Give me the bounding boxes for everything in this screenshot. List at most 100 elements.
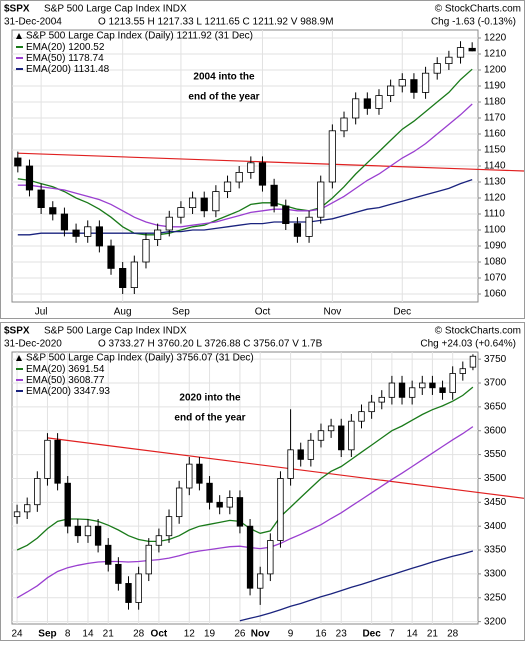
x-tick-label: Nov: [323, 307, 341, 318]
candle-body: [119, 267, 127, 288]
candle-body: [24, 504, 31, 513]
candle-body: [206, 482, 213, 503]
candle-body: [317, 181, 325, 218]
candle-body: [175, 487, 183, 518]
legend-entry: EMA(20) 1200.52: [26, 42, 105, 53]
legend-value: 1178.74: [68, 53, 104, 64]
candle-body: [154, 229, 162, 240]
candle-body: [293, 223, 302, 237]
y-tick-label: 3700: [484, 378, 507, 389]
candle-body: [145, 544, 152, 575]
candle-body: [445, 56, 453, 65]
candle-body: [235, 171, 243, 183]
copyright: © StockCharts.com: [435, 326, 521, 337]
x-tick-label: Sep: [172, 307, 190, 318]
x-tick-label: Oct: [151, 629, 168, 640]
ema-line: [17, 68, 473, 236]
x-tick-label: 14: [82, 629, 94, 640]
change: Chg -1.63 (-0.13%): [431, 17, 516, 28]
legend-entry: S&P 500 Large Cap Index (Daily) 3756.07 …: [26, 353, 254, 364]
y-tick-label: 1070: [484, 273, 507, 284]
y-tick-label: 1180: [484, 97, 506, 108]
candle-body: [212, 191, 220, 212]
y-tick-label: 1080: [484, 257, 507, 268]
y-tick-label: 3750: [484, 354, 507, 365]
candle-body: [388, 382, 396, 398]
candle-body: [95, 226, 103, 247]
y-tick-label: 1210: [484, 49, 507, 60]
candle-body: [177, 207, 185, 218]
ema-line: [239, 550, 474, 622]
y-tick-label: 1150: [484, 145, 506, 156]
candle-body: [74, 525, 82, 537]
legend-value: 1131.48: [74, 64, 110, 75]
x-tick-label: 14: [407, 629, 419, 640]
candle-body: [44, 439, 51, 479]
candle-body: [363, 98, 371, 109]
legend-entry: EMA(200) 3347.93: [26, 386, 110, 397]
x-tick-label: 7: [389, 629, 395, 640]
candle-body: [459, 368, 466, 374]
candle-body: [196, 463, 203, 484]
x-tick-label: Aug: [114, 307, 132, 318]
y-tick-label: 3250: [484, 592, 507, 603]
date: 31-Dec-2004: [4, 17, 62, 28]
candle-body: [25, 165, 34, 191]
y-tick-label: 3600: [484, 425, 507, 436]
candle-body: [297, 449, 304, 460]
y-tick-label: 3400: [484, 521, 507, 532]
x-tick-label: 28: [447, 629, 459, 640]
candle-body: [277, 478, 284, 541]
candle-body: [246, 525, 254, 589]
legend-entry: EMA(50) 1178.74: [26, 53, 104, 64]
symbol: $SPX: [4, 4, 30, 15]
legend-entry: S&P 500 Large Cap Index (Daily) 1211.92 …: [26, 31, 253, 42]
candle-body: [216, 501, 223, 508]
chart-title: S&P 500 Large Cap Index INDX: [44, 326, 187, 337]
candle-body: [223, 181, 232, 192]
candle-body: [328, 130, 336, 183]
candle-body: [287, 449, 294, 479]
panel: $SPX S&P 500 Large Cap Index INDX © StockC…: [0, 0, 525, 319]
legend-entry: EMA(200) 1131.48: [26, 64, 110, 75]
legend-value: 3608.77: [68, 375, 105, 386]
candle-body: [419, 382, 426, 389]
y-tick-label: 3500: [484, 473, 507, 484]
x-tick-label: Oct: [255, 307, 271, 318]
candle-body: [49, 207, 57, 215]
candle-body: [456, 47, 465, 58]
candle-body: [200, 197, 208, 212]
candle-body: [186, 463, 193, 489]
legend-icon: [16, 355, 22, 361]
candle-body: [358, 411, 365, 422]
candle-body: [54, 439, 61, 484]
candle-body: [327, 425, 335, 432]
y-tick-label: 1170: [484, 113, 506, 124]
candle-body: [258, 162, 267, 186]
candle-body: [72, 229, 80, 237]
legend-entry: EMA(20) 3691.54: [26, 364, 105, 375]
ema-line: [17, 178, 473, 236]
candle-body: [348, 420, 355, 451]
x-tick-label: 26: [234, 629, 246, 640]
candle-body: [387, 85, 395, 97]
ema-line: [16, 426, 474, 599]
legend-icon: [16, 33, 22, 39]
candle-body: [142, 239, 150, 263]
date: 31-Dec-2020: [4, 339, 62, 350]
candle-body: [375, 95, 383, 109]
candle-body: [408, 387, 416, 398]
y-tick-label: 1200: [484, 65, 507, 76]
legend-entry: EMA(50) 3608.77: [26, 375, 105, 386]
x-tick-label: Dec: [362, 629, 381, 640]
candle-body: [270, 184, 278, 207]
candle-body: [84, 226, 92, 237]
candle-body: [317, 430, 325, 441]
legend-name: EMA(50): [26, 53, 65, 64]
x-tick-label: 9: [288, 629, 294, 640]
legend-name: EMA(20): [26, 364, 65, 375]
candle-body: [469, 355, 477, 368]
x-tick-label: 24: [12, 629, 24, 640]
candle-body: [226, 497, 233, 508]
